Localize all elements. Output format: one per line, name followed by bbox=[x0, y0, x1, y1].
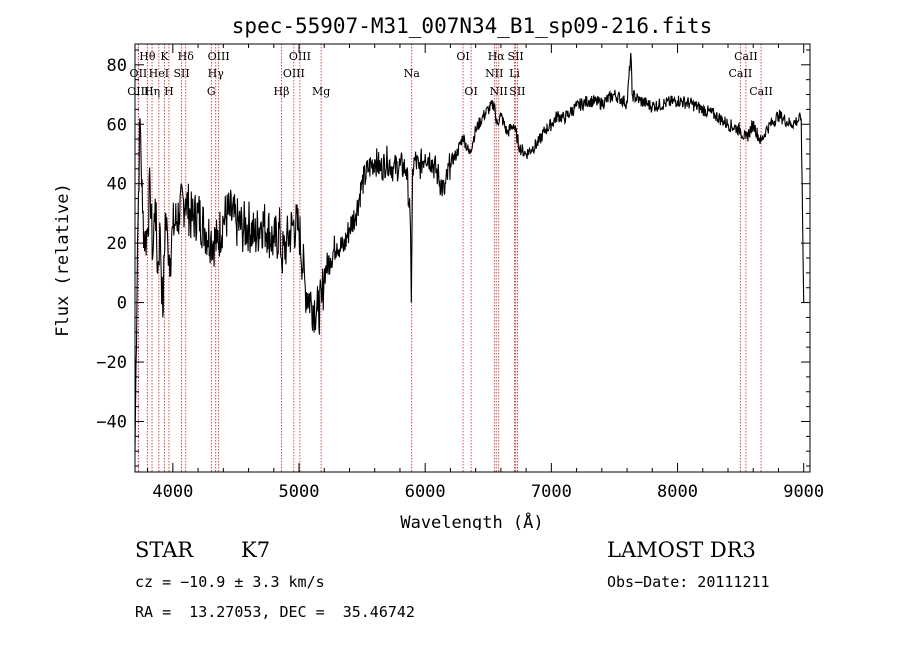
x-tick-label: 8000 bbox=[657, 482, 698, 502]
spectral-line-label: SII bbox=[173, 67, 189, 80]
x-tick-label: 6000 bbox=[405, 482, 446, 502]
spectral-line-label: K bbox=[160, 50, 169, 63]
x-axis-label: Wavelength (Å) bbox=[400, 511, 543, 530]
x-tick-label: 9000 bbox=[783, 482, 824, 502]
spectral-line-label: CaII bbox=[749, 85, 773, 98]
y-tick-label: 60 bbox=[107, 115, 127, 135]
spectral-line-label: SII bbox=[508, 50, 524, 63]
x-tick-label: 5000 bbox=[279, 482, 320, 502]
spectrum-series-line bbox=[134, 52, 805, 452]
spectral-line-label: OI bbox=[464, 85, 477, 98]
y-tick-label: 80 bbox=[107, 56, 127, 76]
chart-title: spec-55907-M31_007N34_B1_sp09-216.fits bbox=[232, 14, 712, 38]
spectral-line-label: G bbox=[207, 85, 216, 98]
spectral-line-label: H bbox=[164, 85, 174, 98]
plot-frame bbox=[134, 43, 811, 473]
spectral-line-label: HeI bbox=[149, 67, 169, 80]
spectral-line-label: OII bbox=[130, 67, 148, 80]
spectral-line-label: OIII bbox=[283, 67, 305, 80]
spectral-line-label: Na bbox=[404, 67, 421, 80]
y-tick-label: 20 bbox=[107, 234, 127, 254]
y-tick-label: −20 bbox=[96, 353, 127, 373]
spectral-line-label: Hη bbox=[144, 85, 160, 98]
spectral-line-label: Hδ bbox=[178, 50, 195, 63]
spectral-line-label: Li bbox=[509, 67, 520, 80]
y-tick-label: 40 bbox=[107, 175, 127, 195]
obs-date: Obs−Date: 20111211 bbox=[607, 573, 770, 591]
survey-label: LAMOST DR3 bbox=[607, 538, 756, 562]
spectral-line-label: CaII bbox=[729, 67, 753, 80]
y-axis-ticks: −40 −20 0 20 40 60 80 bbox=[96, 49, 810, 467]
y-tick-label: 0 bbox=[117, 294, 127, 314]
spectral-line-label: OIII bbox=[208, 50, 230, 63]
x-axis-ticks: 4000 5000 6000 7000 8000 9000 bbox=[147, 44, 824, 502]
x-tick-label: 7000 bbox=[531, 482, 572, 502]
spectral-line-label: Hθ bbox=[139, 50, 156, 63]
spectral-line-label: NII bbox=[485, 67, 503, 80]
spectrum-chart: spec-55907-M31_007N34_B1_sp09-216.fits H… bbox=[53, 14, 824, 530]
spectral-line-label: NII bbox=[490, 85, 508, 98]
spectral-line-label: Hα bbox=[488, 50, 506, 63]
spectral-line-label: CaII bbox=[734, 50, 758, 63]
spectral-line-label: Hγ bbox=[208, 67, 225, 80]
spectral-line-label: OIII bbox=[289, 50, 311, 63]
spectral-line-markers bbox=[137, 44, 762, 472]
spectral-line-label: OI bbox=[456, 50, 469, 63]
spectral-line-label: OIII bbox=[127, 85, 149, 98]
subclass-label: K7 bbox=[241, 538, 271, 562]
cz-value: cz = −10.9 ± 3.3 km/s bbox=[135, 573, 325, 591]
spectral-line-label: SII bbox=[509, 85, 525, 98]
y-axis-label: Flux (relative) bbox=[53, 183, 73, 337]
spectral-line-label: Hβ bbox=[274, 85, 290, 98]
coordinates: RA = 13.27053, DEC = 35.46742 bbox=[135, 603, 415, 621]
spectral-line-label: Mg bbox=[312, 85, 330, 98]
x-tick-label: 4000 bbox=[152, 482, 193, 502]
class-label: STAR bbox=[135, 538, 194, 562]
y-tick-label: −40 bbox=[96, 412, 127, 432]
